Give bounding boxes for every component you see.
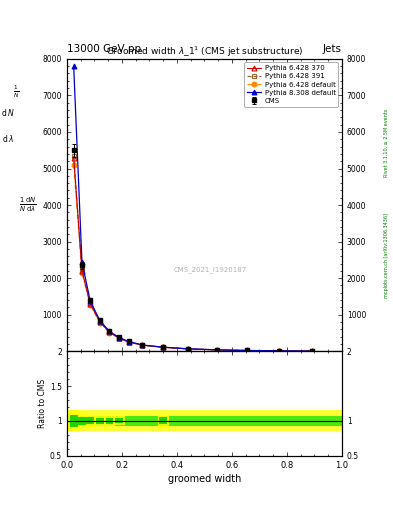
Pythia 6.428 370 xyxy=(107,329,112,335)
Bar xyxy=(77,414,88,428)
Bar xyxy=(94,416,105,426)
Pythia 8.308 default xyxy=(276,348,281,354)
Pythia 6.428 default xyxy=(161,345,165,351)
Pythia 6.428 370 xyxy=(185,346,190,352)
Bar xyxy=(68,411,79,431)
Pythia 6.428 370 xyxy=(88,301,93,307)
Text: $\frac{1}{N}\frac{\mathrm{d}N}{\mathrm{d}\lambda}$: $\frac{1}{N}\frac{\mathrm{d}N}{\mathrm{d… xyxy=(19,196,37,214)
Pythia 6.428 391 xyxy=(127,339,131,345)
Bar xyxy=(86,417,94,424)
Pythia 8.308 default xyxy=(79,259,84,265)
Bar xyxy=(85,415,96,427)
Pythia 6.428 391 xyxy=(244,348,250,354)
Pythia 6.428 391 xyxy=(276,348,281,354)
Pythia 6.428 default xyxy=(97,319,102,326)
Pythia 8.308 default xyxy=(88,298,93,304)
Pythia 6.428 391 xyxy=(79,266,84,272)
Pythia 8.308 default xyxy=(215,347,219,353)
Pythia 6.428 370 xyxy=(309,348,314,354)
Pythia 8.308 default xyxy=(97,317,102,324)
Pythia 6.428 default xyxy=(185,346,190,352)
Pythia 6.428 default xyxy=(88,302,93,308)
Pythia 6.428 default xyxy=(79,270,84,276)
Bar xyxy=(159,417,167,424)
Pythia 8.308 default xyxy=(140,342,145,348)
Pythia 6.428 default xyxy=(140,343,145,349)
Bar xyxy=(115,418,123,423)
Pythia 6.428 391 xyxy=(185,346,190,352)
Pythia 6.428 370 xyxy=(276,348,281,354)
Pythia 6.428 default xyxy=(244,348,250,354)
Bar xyxy=(104,416,115,426)
Pythia 6.428 391 xyxy=(97,318,102,325)
Line: Pythia 8.308 default: Pythia 8.308 default xyxy=(71,64,314,353)
Pythia 8.308 default xyxy=(127,338,131,345)
Pythia 6.428 370 xyxy=(117,335,121,341)
Pythia 6.428 370 xyxy=(140,342,145,348)
Pythia 6.428 391 xyxy=(88,300,93,306)
Text: $\mathrm{d}\,\lambda$: $\mathrm{d}\,\lambda$ xyxy=(2,133,14,144)
Pythia 6.428 370 xyxy=(161,344,165,350)
Pythia 6.428 default xyxy=(107,330,112,336)
Pythia 6.428 370 xyxy=(79,268,84,274)
Y-axis label: Ratio to CMS: Ratio to CMS xyxy=(38,379,47,428)
Bar xyxy=(114,416,125,425)
Pythia 6.428 default xyxy=(215,347,219,353)
Pythia 8.308 default xyxy=(117,334,121,340)
Pythia 6.428 391 xyxy=(215,347,219,353)
Bar xyxy=(158,415,169,427)
Text: $\frac{1}{N}$: $\frac{1}{N}$ xyxy=(13,84,19,100)
X-axis label: groomed width: groomed width xyxy=(168,474,241,484)
Pythia 8.308 default xyxy=(161,344,165,350)
Pythia 6.428 370 xyxy=(215,347,219,353)
Pythia 8.308 default xyxy=(244,348,250,354)
Pythia 8.308 default xyxy=(185,346,190,352)
Pythia 6.428 default xyxy=(276,348,281,354)
Bar xyxy=(67,411,342,431)
Bar xyxy=(70,415,77,427)
Line: Pythia 6.428 default: Pythia 6.428 default xyxy=(71,162,314,353)
Pythia 6.428 391 xyxy=(107,329,112,335)
Bar xyxy=(67,416,342,426)
Pythia 6.428 370 xyxy=(72,155,76,161)
Pythia 6.428 default xyxy=(72,162,76,168)
Line: Pythia 6.428 370: Pythia 6.428 370 xyxy=(71,155,314,353)
Pythia 8.308 default xyxy=(309,348,314,354)
Pythia 8.308 default xyxy=(107,328,112,334)
Bar xyxy=(106,418,113,423)
Title: Groomed width $\lambda\_1^1$ (CMS jet substructure): Groomed width $\lambda\_1^1$ (CMS jet su… xyxy=(106,45,303,59)
Pythia 6.428 391 xyxy=(140,342,145,348)
Text: Jets: Jets xyxy=(323,44,342,54)
Text: CMS_2021_I1920187: CMS_2021_I1920187 xyxy=(173,266,246,273)
Pythia 6.428 370 xyxy=(244,348,250,354)
Text: mcplots.cern.ch [arXiv:1306.3436]: mcplots.cern.ch [arXiv:1306.3436] xyxy=(384,214,389,298)
Pythia 6.428 370 xyxy=(97,319,102,325)
Text: 13000 GeV pp: 13000 GeV pp xyxy=(67,44,141,54)
Pythia 6.428 default xyxy=(309,348,314,354)
Text: $\mathrm{d}\,N$: $\mathrm{d}\,N$ xyxy=(1,107,15,118)
Legend: Pythia 6.428 370, Pythia 6.428 391, Pythia 6.428 default, Pythia 8.308 default, : Pythia 6.428 370, Pythia 6.428 391, Pyth… xyxy=(244,62,338,106)
Line: Pythia 6.428 391: Pythia 6.428 391 xyxy=(71,153,314,353)
Pythia 8.308 default xyxy=(72,63,76,69)
Pythia 6.428 391 xyxy=(161,344,165,350)
Text: Rivet 3.1.10, ≥ 2.5M events: Rivet 3.1.10, ≥ 2.5M events xyxy=(384,109,389,178)
Pythia 6.428 370 xyxy=(127,339,131,345)
Pythia 6.428 391 xyxy=(72,153,76,159)
Pythia 6.428 default xyxy=(127,339,131,345)
Pythia 6.428 391 xyxy=(309,348,314,354)
Bar xyxy=(78,417,86,425)
Pythia 6.428 default xyxy=(117,335,121,342)
Pythia 6.428 391 xyxy=(117,335,121,341)
Bar xyxy=(96,418,104,424)
